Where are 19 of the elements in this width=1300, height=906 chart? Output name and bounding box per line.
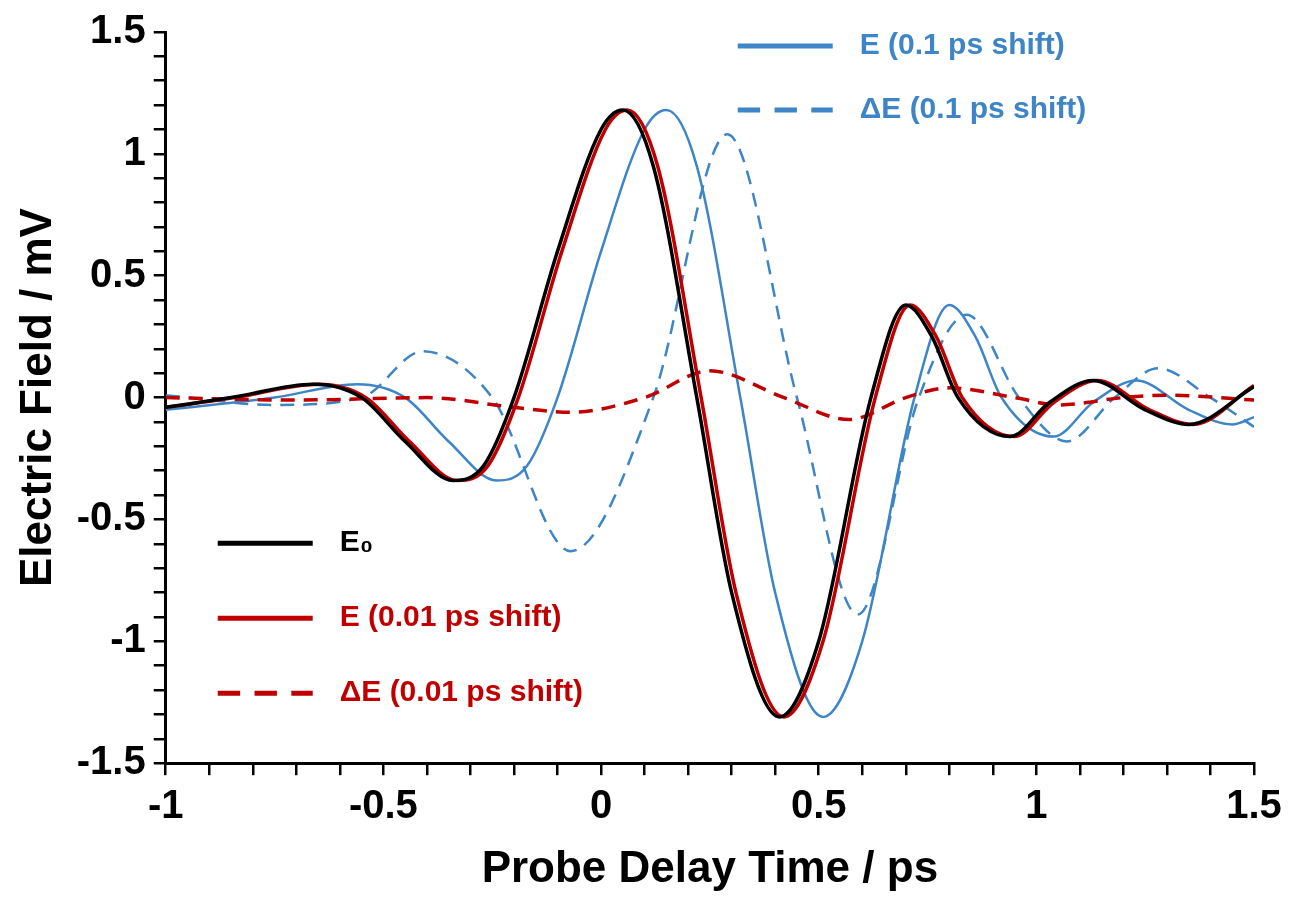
y-tick-label: 0 — [123, 372, 146, 417]
y-tick-label: -1.5 — [76, 738, 146, 783]
y-tick-label: 1.5 — [90, 7, 146, 52]
legend-label: E (0.1 ps shift) — [859, 27, 1065, 61]
x-tick-label: 0 — [589, 782, 613, 827]
y-tick-label: 1 — [123, 128, 146, 173]
y-axis-title: Electric Field / mV — [10, 207, 60, 588]
x-tick-label: 1.5 — [1226, 782, 1282, 827]
y-tick-label: 0.5 — [90, 250, 146, 295]
legend-label: E₀ — [339, 524, 374, 558]
legend-label: ΔE (0.1 ps shift) — [859, 91, 1087, 125]
x-tick-label: 0.5 — [790, 782, 847, 827]
y-tick-label: -1 — [110, 616, 146, 661]
x-axis-title: Probe Delay Time / ps — [481, 841, 939, 891]
x-tick-label: -0.5 — [348, 782, 418, 827]
legend-label: ΔE (0.01 ps shift) — [339, 674, 584, 708]
y-tick-label: -0.5 — [76, 494, 146, 539]
legend-label: E (0.01 ps shift) — [339, 599, 562, 633]
x-tick-label: 1 — [1025, 782, 1048, 827]
